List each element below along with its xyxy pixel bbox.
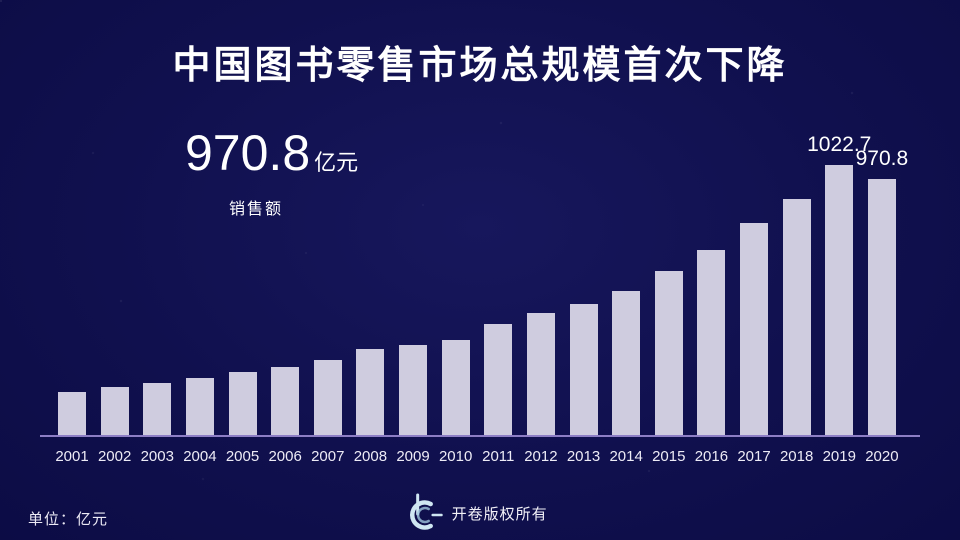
x-axis-label-2012: 2012	[524, 448, 558, 465]
openbook-logo-icon	[409, 493, 443, 530]
bar-2020	[867, 179, 896, 435]
bar-2011	[484, 324, 513, 435]
x-axis-label-2017: 2017	[737, 448, 771, 465]
bar-column-2007: 2007	[311, 155, 344, 465]
bar-2013	[569, 304, 598, 435]
bar-2002	[100, 387, 129, 435]
x-axis-label-2004: 2004	[183, 448, 217, 465]
bar-column-2014: 2014	[609, 155, 643, 465]
x-axis-label-2001: 2001	[55, 448, 89, 465]
bar-column-2019: 1022.7 2019	[807, 133, 871, 465]
bar-column-2009: 2009	[396, 155, 430, 465]
x-axis-label-2011: 2011	[482, 448, 515, 465]
bar-column-2011: 2011	[482, 155, 514, 465]
bar-2009	[399, 345, 427, 435]
bar-chart: 2001 2002 2003 2004 2005 2006 2007 2008 2009 2010…	[55, 133, 909, 465]
bar-2012	[526, 313, 555, 435]
kpi-value-line: 970.8 亿元	[185, 126, 358, 181]
x-axis-label-2006: 2006	[268, 448, 302, 465]
bar-2005	[228, 372, 257, 435]
kpi-label: 销售额	[229, 201, 284, 218]
copyright-text: 开卷版权所有	[451, 505, 548, 523]
x-axis-label-2002: 2002	[97, 448, 132, 465]
x-axis-label-2010: 2010	[438, 448, 473, 465]
kpi-value: 970.8	[185, 125, 311, 181]
bar-2018	[782, 199, 811, 435]
bar-2019	[825, 165, 854, 435]
x-axis-line	[40, 435, 920, 437]
x-axis-label-2015: 2015	[652, 448, 686, 465]
bar-2017	[740, 223, 768, 435]
bar-column-2016: 2016	[695, 155, 728, 465]
bar-2014	[612, 291, 641, 435]
bar-column-2008: 2008	[354, 155, 387, 465]
kpi-unit: 亿元	[314, 150, 359, 175]
bar-column-2013: 2013	[567, 155, 600, 465]
bar-column-2005: 2005	[226, 155, 259, 465]
bar-column-2002: 2002	[98, 155, 131, 465]
x-axis-label-2009: 2009	[396, 448, 430, 465]
page-title: 中国图书零售市场总规模首次下降	[172, 45, 788, 87]
bar-2015	[654, 271, 683, 435]
bar-column-2003: 2003	[141, 155, 174, 465]
bar-2010	[441, 340, 470, 435]
bar-value-label-2019: 1022.7	[807, 133, 872, 156]
x-axis-label-2014: 2014	[609, 448, 643, 465]
background-stars	[0, 0, 2, 2]
x-axis-label-2016: 2016	[694, 448, 729, 465]
unit-note: 单位：亿元	[28, 511, 109, 528]
bar-column-2018: 2018	[780, 155, 813, 465]
bar-column-2015: 2015	[652, 155, 685, 465]
x-axis-label-2019: 2019	[822, 448, 856, 465]
bar-2006	[271, 367, 300, 435]
bar-column-2017: 2017	[737, 155, 771, 465]
x-axis-label-2020: 2020	[865, 448, 899, 465]
x-axis-label-2003: 2003	[140, 448, 174, 465]
bar-column-2010: 2010	[439, 155, 472, 465]
bar-2007	[313, 360, 342, 435]
bar-column-2020: 970.8 2020	[856, 147, 909, 465]
kpi-block: 970.8 亿元 销售额	[185, 126, 358, 219]
copyright-block: 开卷版权所有	[407, 492, 548, 534]
bar-2008	[356, 349, 385, 435]
bar-2004	[185, 378, 214, 435]
bar-column-2006: 2006	[268, 155, 302, 465]
x-axis-label-2018: 2018	[779, 448, 814, 465]
bar-2001	[58, 392, 86, 435]
x-axis-label-2008: 2008	[353, 448, 388, 465]
x-axis-label-2013: 2013	[566, 448, 601, 465]
x-axis-label-2007: 2007	[311, 448, 345, 465]
bar-column-2001: 2001	[55, 155, 89, 465]
bar-column-2012: 2012	[524, 155, 558, 465]
x-axis-label-2005: 2005	[225, 448, 260, 465]
bar-value-label-2020: 970.8	[855, 147, 909, 170]
bar-2016	[697, 250, 726, 435]
bar-2003	[143, 383, 172, 435]
bar-column-2004: 2004	[183, 155, 217, 465]
